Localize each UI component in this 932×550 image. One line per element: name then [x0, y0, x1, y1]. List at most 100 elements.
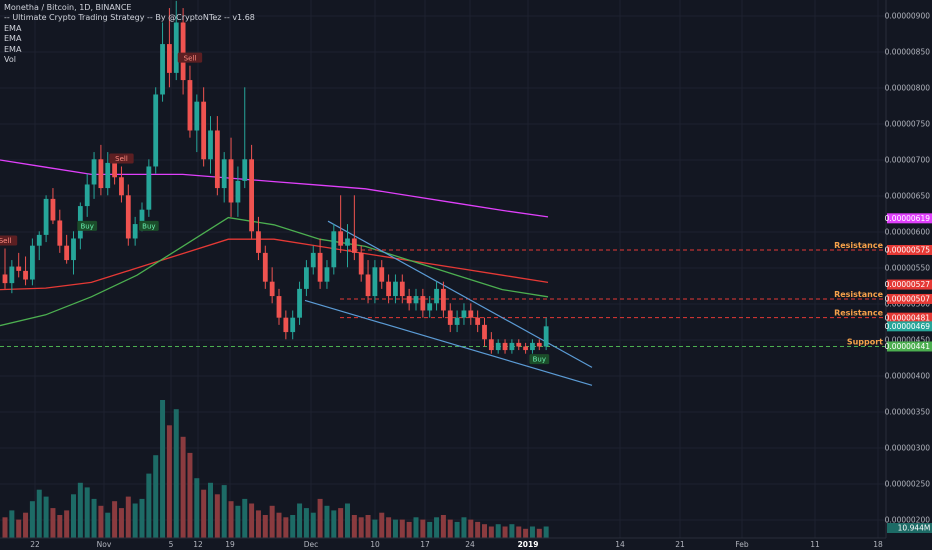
volume-bar — [488, 526, 494, 538]
volume-bar — [310, 512, 316, 538]
candle-body — [413, 296, 419, 304]
volume-bar — [523, 528, 529, 538]
volume-bar — [91, 498, 97, 538]
volume-bar — [221, 485, 227, 538]
candle-body — [399, 281, 405, 297]
candle-body — [249, 159, 254, 232]
candle-body — [84, 184, 90, 207]
sell-signal-label: Sell — [184, 54, 197, 62]
candle-body — [201, 101, 207, 160]
volume-bar — [36, 489, 42, 538]
candle-body — [488, 339, 494, 351]
volume-bar — [536, 528, 542, 538]
time-tick: 2019 — [518, 540, 539, 549]
price-tag — [887, 213, 932, 224]
price-tick: 0.00000200 — [885, 516, 931, 525]
volume-bar — [29, 501, 35, 538]
candle-body — [461, 310, 467, 318]
volume-bar — [386, 517, 392, 538]
price-tick: 0.00000450 — [885, 336, 931, 345]
ema-slow-line — [0, 159, 549, 218]
candle-body — [331, 231, 337, 268]
volume-bar — [365, 515, 371, 538]
volume-bar — [77, 482, 83, 538]
volume-bar — [399, 519, 405, 538]
wedge-lower-line — [304, 299, 593, 386]
volume-bar — [529, 526, 535, 538]
candle-body — [516, 342, 522, 347]
time-tick: 12 — [193, 540, 203, 549]
candle-body — [502, 342, 508, 351]
volume-bar — [139, 498, 145, 538]
price-tick: 0.00000700 — [885, 156, 931, 165]
price-tag — [887, 341, 932, 352]
volume-bar — [543, 526, 549, 538]
candle-body — [351, 238, 357, 253]
volume-bar — [331, 510, 337, 538]
volume-bar — [180, 436, 186, 538]
time-scale[interactable]: 22 Nov 5 12 19 Dec 10 17 24 2019 14 21 Feb 11 18 — [0, 537, 886, 550]
volume-bar — [475, 521, 481, 538]
candle-body — [180, 22, 186, 81]
symbol-title[interactable]: Monetha / Bitcoin, 1D, BINANCE — [4, 3, 132, 12]
volume-bar — [358, 517, 364, 538]
time-tick: Dec — [304, 540, 319, 549]
candle-body — [269, 281, 275, 297]
candle-body — [482, 324, 487, 340]
candle-body — [235, 180, 241, 203]
candle-body — [283, 317, 289, 333]
price-scale[interactable]: 0.00000900 0.00000850 0.00000800 0.00000750… — [885, 0, 932, 550]
price-tag-label: 0.00000575 — [885, 246, 931, 255]
candle-body — [98, 159, 104, 189]
price-tick: 0.00000800 — [885, 84, 931, 93]
time-tick: 11 — [810, 540, 820, 549]
price-tick: 0.00000350 — [885, 408, 931, 417]
volume-bar — [153, 455, 159, 538]
candle-body — [2, 274, 8, 284]
volume-bar — [9, 510, 15, 538]
volume-bar — [351, 515, 357, 538]
candle-body — [71, 238, 76, 261]
volume-bar — [317, 498, 323, 538]
ema-1-label[interactable]: EMA — [4, 23, 22, 33]
buy-signal-label: Buy — [142, 222, 155, 230]
candle-body — [536, 342, 542, 347]
study-title[interactable]: -- Ultimate Crypto Trading Strategy -- B… — [4, 13, 255, 23]
volume-bar — [392, 519, 398, 538]
volume-bar — [447, 519, 453, 538]
volume-bar — [166, 425, 172, 538]
candle-body — [262, 252, 268, 282]
candle-body — [297, 288, 302, 318]
volume-bar — [146, 473, 152, 538]
level-annotation: Resistance — [834, 241, 884, 250]
time-tick: 24 — [465, 540, 475, 549]
volume-label[interactable]: Vol — [4, 55, 16, 65]
level-annotations: Resistance Resistance Resistance Support — [834, 241, 884, 346]
candle-body — [16, 266, 22, 271]
time-tick: 10 — [370, 540, 380, 549]
candle-body — [125, 195, 131, 239]
candle-body — [454, 317, 460, 325]
price-tick: 0.00000900 — [885, 12, 931, 21]
price-tick: 0.00000500 — [885, 300, 931, 309]
candle-body — [290, 317, 296, 333]
price-tick: 0.00000750 — [885, 120, 931, 129]
candle-body — [23, 270, 28, 280]
candle-body — [304, 267, 309, 289]
volume-bar — [208, 482, 213, 538]
candle-body — [50, 198, 56, 221]
chart-legend: Monetha / Bitcoin, 1D, BINANCE -- Ultima… — [4, 3, 255, 65]
level-annotation: Resistance — [834, 309, 884, 318]
ema-2-label[interactable]: EMA — [4, 34, 22, 44]
volume-bar — [297, 503, 303, 538]
candle-body — [9, 266, 15, 284]
time-tick: 18 — [873, 540, 883, 549]
ema-3-label[interactable]: EMA — [4, 44, 22, 54]
volume-bar — [434, 517, 440, 538]
candle-body — [36, 234, 42, 246]
volume-bar — [84, 487, 90, 538]
candle-body — [112, 162, 117, 178]
volume-bar — [283, 517, 289, 538]
price-tick: 0.00000650 — [885, 192, 931, 201]
